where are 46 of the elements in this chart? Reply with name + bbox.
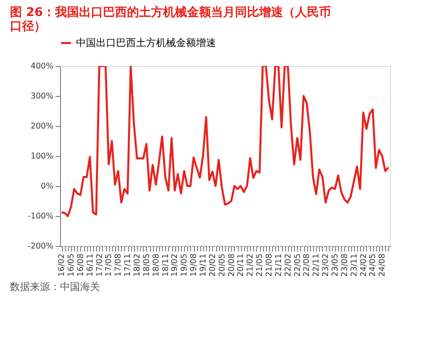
x-tick-label: 17/05 xyxy=(104,254,114,277)
x-tick-label: 18/08 xyxy=(151,254,160,277)
x-tick-label: 23/02 xyxy=(321,254,330,277)
x-tick-label: 19/08 xyxy=(189,254,198,277)
x-tick-label: 24/02 xyxy=(358,254,368,277)
x-tick-label: 16/05 xyxy=(66,254,76,277)
x-tick-label: 22/11 xyxy=(312,254,321,277)
x-tick-label: 17/08 xyxy=(114,254,123,277)
x-tick-label: 21/05 xyxy=(255,254,264,277)
x-tick-label: 21/02 xyxy=(246,254,255,277)
y-tick-label: 200% xyxy=(30,122,54,130)
x-tick-label: 19/02 xyxy=(170,254,180,277)
x-tick-label: 20/08 xyxy=(226,254,236,277)
x-tick-label: 23/08 xyxy=(340,254,349,277)
x-tick-label: 19/05 xyxy=(180,254,189,277)
y-tick-label: 300% xyxy=(30,92,54,100)
y-tick-label: 400% xyxy=(30,62,54,70)
x-tick-label: 21/08 xyxy=(264,254,274,277)
x-tick-label: 16/02 xyxy=(57,254,66,277)
x-tick-label: 18/05 xyxy=(142,254,151,277)
x-tick-label: 22/05 xyxy=(292,254,302,277)
x-tick-label: 16/08 xyxy=(76,254,85,277)
y-tick-label: -100% xyxy=(28,212,54,220)
x-tick-label: 20/02 xyxy=(208,254,217,277)
x-tick-label: 20/05 xyxy=(217,254,226,277)
x-tick-label: 23/05 xyxy=(330,254,340,277)
x-tick-label: 22/08 xyxy=(302,254,312,277)
x-tick-label: 20/11 xyxy=(236,254,246,277)
line-series xyxy=(60,66,390,217)
x-tick-label: 24/05 xyxy=(368,254,378,277)
chart-title: 图 26：我国出口巴西的土方机械金额当月同比增速（人民币口径） xyxy=(10,5,331,33)
y-tick-label: 100% xyxy=(30,152,54,160)
x-tick-label: 23/11 xyxy=(349,254,358,277)
x-tick-label: 17/11 xyxy=(123,254,132,277)
legend-label: 中国出口巴西土方机械金额增速 xyxy=(76,37,216,49)
x-tick-label: 22/02 xyxy=(283,254,292,277)
y-tick-label: -200% xyxy=(28,242,54,250)
x-tick-label: 18/02 xyxy=(132,254,142,277)
x-tick-label: 16/11 xyxy=(85,254,94,277)
x-tick-label: 19/11 xyxy=(198,254,208,277)
x-tick-label: 18/11 xyxy=(160,254,170,277)
x-tick-label: 24/08 xyxy=(378,254,387,277)
x-tick-label: 17/02 xyxy=(94,254,104,277)
y-tick-label: 0% xyxy=(40,182,54,190)
x-tick-label: 21/11 xyxy=(274,254,283,277)
source-note: 数据来源：中国海关 xyxy=(10,281,100,293)
